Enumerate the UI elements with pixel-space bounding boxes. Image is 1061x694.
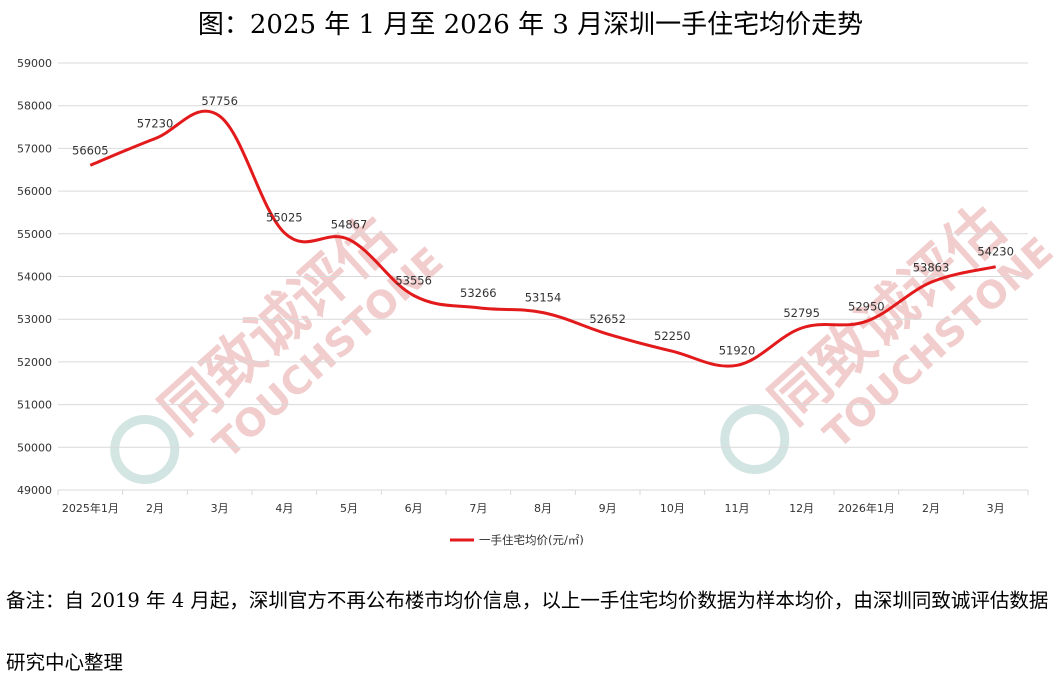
data-label: 52795 (783, 306, 820, 320)
x-tick-label: 5月 (340, 502, 358, 515)
data-label: 53863 (913, 260, 950, 274)
x-tick-label: 12月 (789, 502, 814, 515)
data-label: 52652 (589, 312, 626, 326)
x-tick-label: 2月 (922, 502, 940, 515)
data-label: 57756 (201, 94, 238, 108)
series-line (89, 109, 997, 368)
data-label: 53154 (525, 291, 562, 305)
x-tick-label: 2月 (146, 502, 164, 515)
data-label: 56605 (72, 143, 109, 157)
y-tick-label: 56000 (17, 185, 52, 198)
x-axis: 2025年1月 2月 3月 4月 5月 6月 7月 8月 9月 10月 11月 12月 2026年1月 2… (57, 490, 1029, 515)
data-label: 53266 (460, 286, 497, 300)
watermark-logo-icon (720, 405, 790, 475)
x-tick-label: 11月 (725, 502, 750, 515)
gridlines (58, 62, 1028, 491)
data-label: 51920 (719, 343, 756, 357)
series-line-path (89, 109, 997, 368)
x-tick-label: 10月 (660, 502, 685, 515)
y-tick-label: 53000 (17, 313, 52, 326)
x-tick-label: 9月 (599, 502, 617, 515)
x-tick-label: 4月 (275, 502, 293, 515)
y-tick-label: 55000 (17, 228, 52, 241)
y-tick-label: 57000 (17, 142, 52, 155)
x-tick-label: 3月 (987, 502, 1005, 515)
watermark-logo-icon (110, 415, 180, 485)
y-tick-label: 51000 (17, 399, 52, 412)
x-tick-label: 7月 (469, 502, 487, 515)
x-tick-label: 2025年1月 (62, 501, 119, 515)
x-tick-label: 8月 (534, 502, 552, 515)
x-tick-label: 6月 (405, 502, 423, 515)
data-label: 54867 (331, 217, 368, 231)
footnote: 备注：自 2019 年 4 月起，深圳官方不再公布楼市均价信息，以上一手住宅均价… (6, 589, 1049, 674)
data-label: 52950 (848, 299, 885, 313)
chart-title: 图：2025 年 1 月至 2026 年 3 月深圳一手住宅均价走势 (197, 10, 864, 40)
y-tick-label: 50000 (17, 441, 52, 454)
x-tick-label: 2026年1月 (838, 501, 895, 515)
data-label: 54230 (977, 245, 1014, 259)
legend: 一手住宅均价(元/㎡) (450, 533, 584, 547)
data-label: 52250 (654, 329, 691, 343)
data-label: 57230 (137, 117, 174, 131)
data-label: 53556 (395, 273, 432, 287)
x-tick-label: 3月 (211, 502, 229, 515)
data-label: 55025 (266, 211, 303, 225)
y-tick-label: 52000 (17, 356, 52, 369)
legend-label: 一手住宅均价(元/㎡) (479, 533, 584, 547)
y-tick-label: 49000 (17, 484, 52, 497)
y-tick-label: 54000 (17, 271, 52, 284)
y-axis-ticks: 49000 50000 51000 52000 53000 54000 55000 56000… (17, 57, 52, 497)
y-tick-label: 59000 (17, 57, 52, 70)
y-tick-label: 58000 (17, 100, 52, 113)
data-labels: 56605 57230 57756 55025 54867 53556 53266 53154… (72, 94, 1014, 357)
